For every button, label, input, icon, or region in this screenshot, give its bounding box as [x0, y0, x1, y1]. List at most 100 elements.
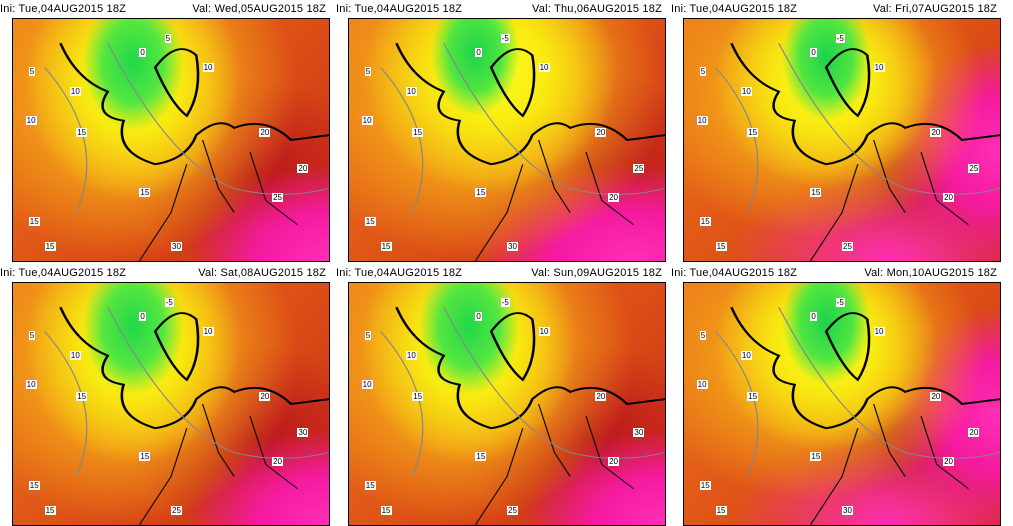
init-time: Ini: Tue,04AUG2015 18Z [671, 3, 798, 15]
init-time: Ini: Tue,04AUG2015 18Z [336, 3, 463, 15]
contour-label: -5 [500, 33, 510, 43]
contour-label: 20 [968, 428, 980, 438]
contour-label: 10 [538, 326, 550, 336]
coastline-overlay [44, 306, 329, 525]
coastline-overlay [44, 42, 329, 261]
panel-header: Ini: Tue,04AUG2015 18Z Val: Fri,07AUG2015… [671, 0, 1001, 18]
contour-label: 30 [507, 241, 518, 251]
contour-label: 30 [171, 241, 182, 251]
contour-label: 5 [364, 67, 372, 77]
contour-label: 20 [608, 457, 620, 467]
temperature-map: 5 10 0 5 10 15 20 20 25 15 15 10 30 15 [12, 18, 330, 262]
contour-label: 10 [69, 86, 81, 96]
contour-label: 15 [747, 391, 759, 401]
contour-label: 10 [873, 62, 885, 72]
contour-label: 20 [297, 164, 309, 174]
contour-label: 25 [842, 241, 853, 251]
contour-label: 30 [842, 505, 853, 515]
contour-label: 15 [364, 217, 376, 227]
coastline-overlay [380, 42, 665, 261]
contour-label: 0 [810, 48, 817, 58]
contour-label: 10 [696, 115, 708, 125]
contour-label: 15 [412, 127, 424, 137]
forecast-map-panel: Ini: Tue,04AUG2015 18Z Val: Sat,08AUG2015… [0, 264, 330, 526]
contour-label: 5 [364, 331, 372, 341]
contour-label: 15 [699, 481, 711, 491]
contour-label: 10 [405, 86, 417, 96]
init-time: Ini: Tue,04AUG2015 18Z [0, 267, 127, 279]
temperature-map: 5 10 0 -5 10 15 20 30 20 15 15 10 25 15 [12, 282, 330, 526]
valid-time: Val: Sat,08AUG2015 18Z [198, 267, 326, 279]
init-time: Ini: Tue,04AUG2015 18Z [336, 267, 463, 279]
contour-label: 5 [699, 67, 707, 77]
forecast-map-panel: Ini: Tue,04AUG2015 18Z Val: Wed,05AUG2015… [0, 0, 330, 262]
contour-label: 20 [930, 391, 942, 401]
contour-label: 25 [272, 193, 284, 203]
contour-label: 15 [28, 217, 40, 227]
contour-label: 30 [297, 428, 309, 438]
contour-label: 15 [715, 505, 727, 515]
valid-time: Val: Fri,07AUG2015 18Z [872, 3, 997, 15]
contour-label: 10 [873, 326, 885, 336]
contour-label: 10 [25, 115, 37, 125]
contour-label: 0 [139, 48, 146, 58]
forecast-map-panel: Ini: Tue,04AUG2015 18Z Val: Sun,09AUG2015… [336, 264, 666, 526]
contour-label: 15 [76, 391, 88, 401]
temperature-map: 5 10 0 -5 10 15 20 20 20 15 15 10 30 15 [683, 282, 1001, 526]
contour-label: 15 [28, 481, 40, 491]
contour-label: 15 [139, 188, 151, 198]
contour-label: 15 [699, 217, 711, 227]
panel-header: Ini: Tue,04AUG2015 18Z Val: Mon,10AUG2015… [671, 264, 1001, 282]
contour-label: 20 [608, 193, 620, 203]
contour-label: 15 [364, 481, 376, 491]
contour-label: 0 [475, 48, 482, 58]
contour-label: 5 [164, 33, 172, 43]
init-time: Ini: Tue,04AUG2015 18Z [671, 267, 798, 279]
contour-label: 10 [696, 379, 708, 389]
contour-label: 5 [699, 331, 707, 341]
contour-label: 10 [69, 350, 81, 360]
contour-label: 10 [405, 350, 417, 360]
coastline-overlay [380, 306, 665, 525]
contour-label: -5 [835, 33, 845, 43]
init-time: Ini: Tue,04AUG2015 18Z [0, 3, 127, 15]
contour-label: 15 [380, 505, 392, 515]
contour-label: 10 [25, 379, 37, 389]
contour-label: 15 [475, 188, 487, 198]
contour-label: 10 [361, 379, 373, 389]
contour-label: 20 [272, 457, 284, 467]
forecast-map-panel: Ini: Tue,04AUG2015 18Z Val: Thu,06AUG2015… [336, 0, 666, 262]
temperature-map: 5 10 0 -5 10 15 20 25 20 15 15 10 30 15 [348, 18, 666, 262]
contour-label: 20 [930, 127, 942, 137]
contour-label: 25 [968, 164, 980, 174]
contour-label: -5 [835, 297, 845, 307]
contour-label: 20 [595, 127, 607, 137]
contour-label: 5 [28, 67, 36, 77]
contour-label: 0 [810, 312, 817, 322]
contour-label: 15 [412, 391, 424, 401]
contour-label: 20 [595, 391, 607, 401]
contour-label: 10 [361, 115, 373, 125]
coastline-overlay [715, 306, 1000, 525]
contour-label: 20 [943, 457, 955, 467]
contour-label: 15 [715, 241, 727, 251]
panel-header: Ini: Tue,04AUG2015 18Z Val: Sun,09AUG2015… [336, 264, 666, 282]
contour-label: 10 [538, 62, 550, 72]
contour-label: 15 [747, 127, 759, 137]
contour-label: 15 [810, 452, 822, 462]
contour-label: 10 [202, 62, 214, 72]
panel-header: Ini: Tue,04AUG2015 18Z Val: Wed,05AUG2015… [0, 0, 330, 18]
panel-header: Ini: Tue,04AUG2015 18Z Val: Sat,08AUG2015… [0, 264, 330, 282]
contour-label: 30 [633, 428, 645, 438]
contour-label: 15 [44, 505, 56, 515]
contour-label: 15 [76, 127, 88, 137]
contour-label: 25 [507, 505, 518, 515]
contour-label: 0 [139, 312, 146, 322]
contour-label: 0 [475, 312, 482, 322]
contour-label: 25 [171, 505, 182, 515]
contour-label: 20 [259, 391, 271, 401]
valid-time: Val: Mon,10AUG2015 18Z [864, 267, 997, 279]
contour-label: 15 [475, 452, 487, 462]
contour-label: 15 [380, 241, 392, 251]
contour-label: 15 [139, 452, 151, 462]
